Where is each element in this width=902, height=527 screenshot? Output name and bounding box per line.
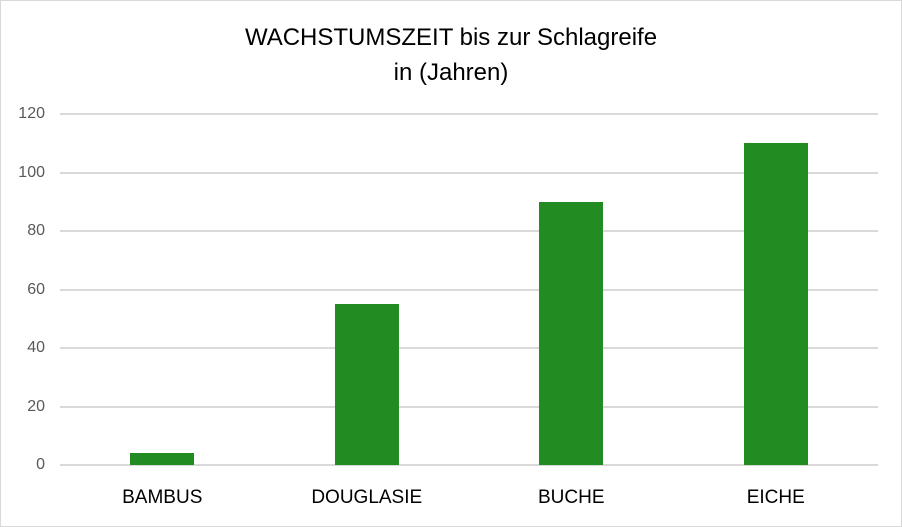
gridline [60, 230, 878, 232]
chart-title-line-2: in (Jahren) [393, 59, 509, 86]
chart-title-line-1: WACHSTUMSZEIT bis zur Schlagreife [244, 24, 658, 51]
x-tick-label: BAMBUS [122, 487, 203, 508]
bar-douglasie [334, 304, 399, 465]
y-tick-label: 40 [27, 339, 45, 356]
x-tick-label: BUCHE [537, 487, 605, 508]
x-tick-label: EICHE [746, 487, 805, 508]
gridline [60, 405, 878, 408]
bar-eiche [743, 143, 808, 465]
gridline [60, 113, 878, 115]
bar-buche [539, 201, 604, 465]
y-tick-label: 60 [27, 280, 45, 298]
y-tick-label: 80 [27, 222, 45, 239]
y-tick-label: 0 [36, 456, 45, 473]
gridline [60, 347, 878, 349]
bar-bambus [130, 453, 195, 465]
gridline [60, 171, 878, 174]
gridline [60, 288, 878, 291]
x-tick-label: DOUGLASIE [311, 487, 423, 508]
y-tick-label: 100 [18, 163, 45, 181]
y-tick-label: 20 [27, 397, 45, 415]
gridline [60, 464, 878, 466]
y-tick-label: 120 [18, 105, 45, 122]
